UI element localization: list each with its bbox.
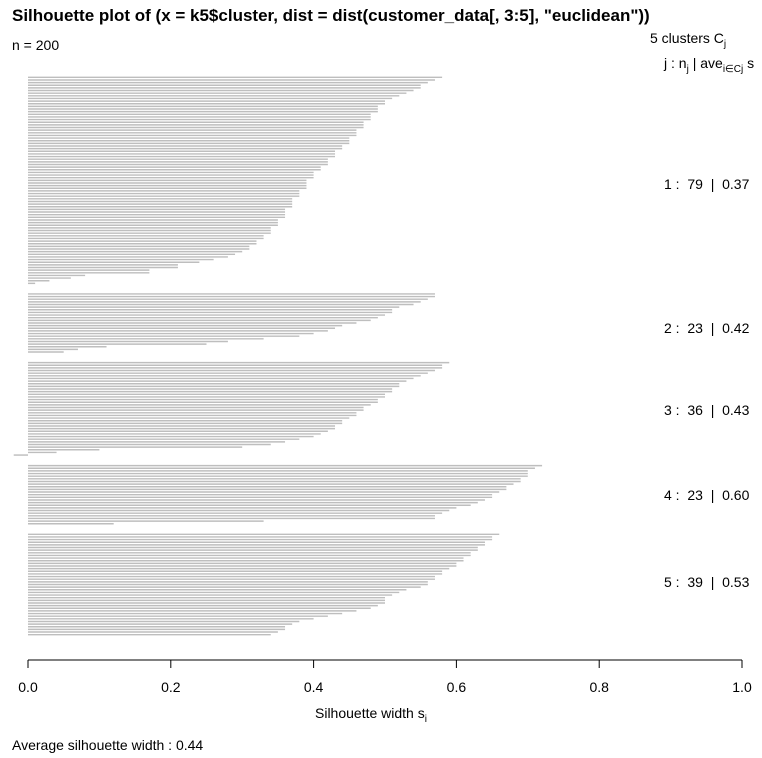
columns-header-c: s bbox=[743, 55, 755, 71]
x-axis: 0.0 0.2 0.4 0.6 0.8 1.0 bbox=[18, 659, 752, 695]
columns-header-b: | ave bbox=[688, 55, 723, 71]
clusters-header: 5 clusters Cj bbox=[650, 30, 726, 50]
x-tick-label-0.8: 0.8 bbox=[589, 679, 609, 695]
silhouette-plot: 0.0 0.2 0.4 0.6 0.8 1.0 bbox=[13, 76, 752, 695]
clusters-header-sub: j bbox=[723, 38, 727, 50]
cluster-1-summary: 1 : 79 | 0.37 bbox=[664, 176, 750, 192]
sample-size-label: n = 200 bbox=[12, 37, 60, 53]
cluster-3-summary: 3 : 36 | 0.43 bbox=[664, 402, 750, 418]
x-tick-label-0.4: 0.4 bbox=[304, 679, 324, 695]
cluster-2-summary: 2 : 23 | 0.42 bbox=[664, 320, 750, 336]
x-axis-label-sub: i bbox=[424, 713, 427, 725]
cluster-4-summary: 4 : 23 | 0.60 bbox=[664, 487, 750, 503]
x-tick-label-0.6: 0.6 bbox=[447, 679, 467, 695]
x-tick-label-0.2: 0.2 bbox=[161, 679, 181, 695]
x-axis-label-text: Silhouette width s bbox=[315, 705, 425, 721]
x-axis-label: Silhouette width si bbox=[315, 705, 427, 725]
columns-header-sub2: i∈Cj bbox=[722, 63, 744, 75]
columns-header-sub1: j bbox=[686, 63, 689, 75]
columns-header-a: j : n bbox=[664, 55, 687, 71]
clusters-header-text: 5 clusters C bbox=[650, 30, 724, 46]
columns-header: j : nj | avei∈Cj s bbox=[664, 55, 754, 75]
x-tick-label-0.0: 0.0 bbox=[18, 679, 38, 695]
chart-title: Silhouette plot of (x = k5$cluster, dist… bbox=[12, 6, 650, 25]
x-tick-label-1.0: 1.0 bbox=[732, 679, 752, 695]
average-silhouette-label: Average silhouette width : 0.44 bbox=[12, 737, 204, 753]
silhouette-bars bbox=[13, 76, 543, 636]
cluster-5-summary: 5 : 39 | 0.53 bbox=[664, 574, 750, 590]
